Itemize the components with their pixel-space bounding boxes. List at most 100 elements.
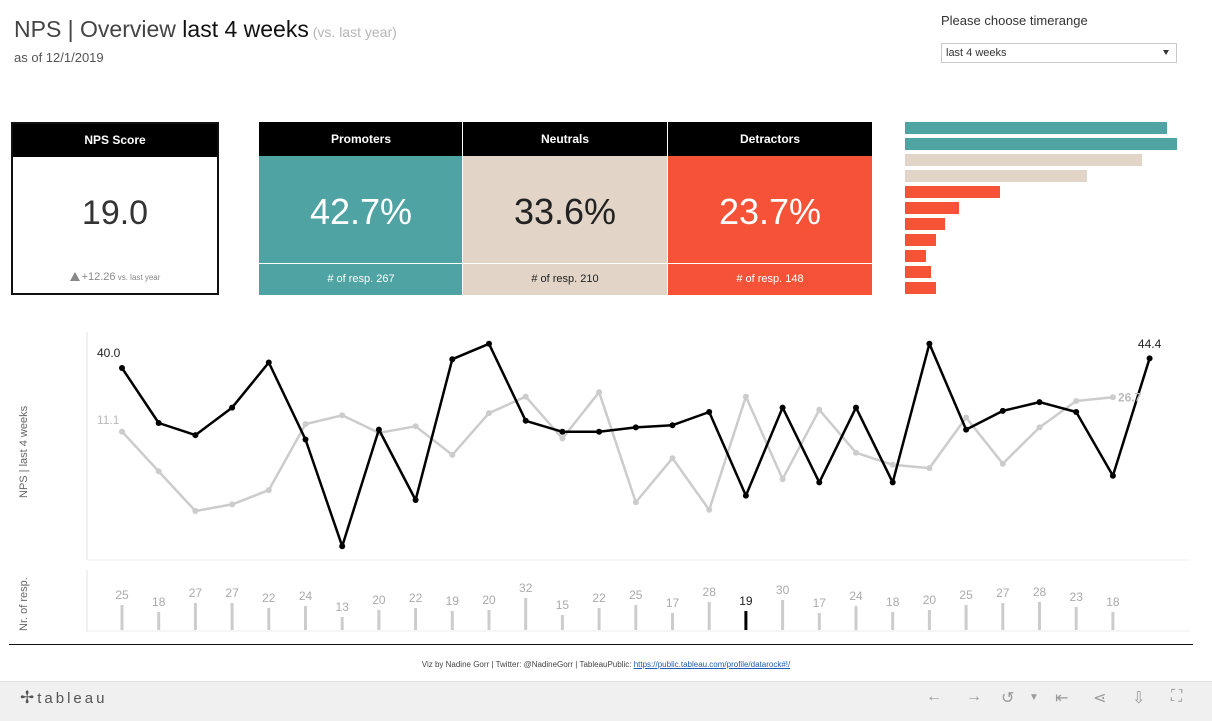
score-bar[interactable] — [905, 266, 931, 278]
current-point — [449, 356, 456, 363]
promoters-card[interactable]: Promoters 42.7% # of resp. 267 — [259, 122, 463, 295]
divider — [667, 122, 668, 295]
promoters-title: Promoters — [259, 122, 463, 156]
current-point — [1146, 355, 1153, 362]
current-point — [375, 426, 382, 433]
fullscreen-icon[interactable]: ⛶ — [1171, 688, 1183, 705]
score-bar[interactable] — [905, 234, 936, 246]
tableau-wordmark: tableau — [37, 690, 108, 707]
detractors-title: Detractors — [668, 122, 872, 156]
detractors-value: 23.7% — [668, 156, 872, 263]
responses-axis-label: Nr. of resp. — [18, 577, 30, 631]
tableau-logo[interactable]: ✢ tableau — [20, 688, 107, 708]
current-point — [339, 543, 346, 550]
neutrals-card[interactable]: Neutrals 33.6% # of resp. 210 — [463, 122, 667, 295]
last-year-point — [742, 393, 749, 400]
response-count-label: 32 — [519, 581, 533, 595]
undo-icon[interactable]: ← — [926, 688, 942, 705]
detractors-card[interactable]: Detractors 23.7% # of resp. 148 — [668, 122, 872, 295]
response-count-label: 18 — [1106, 595, 1120, 609]
response-count-label: 24 — [299, 589, 313, 603]
last-year-point — [779, 476, 786, 483]
nps-score-title: NPS Score — [13, 124, 217, 157]
trend-chart: 40.0 11.1 44.4 26.7 25 18 27 27 22 24 13 20 22 19 20 32… — [86, 332, 1190, 632]
last-year-end-label: 26.7 — [1118, 390, 1142, 404]
score-bar[interactable] — [905, 250, 926, 262]
score-bar[interactable] — [905, 202, 959, 214]
last-year-point — [999, 460, 1006, 467]
current-point — [742, 492, 749, 499]
current-start-label: 40.0 — [97, 346, 121, 360]
last-year-point — [596, 389, 603, 396]
current-point — [596, 428, 603, 435]
nps-delta-value: +12.26 — [81, 271, 116, 283]
last-year-start-label: 11.1 — [97, 413, 120, 427]
last-year-point — [229, 501, 236, 508]
redo-icon[interactable]: → — [966, 688, 982, 705]
page-title: NPS | Overview last 4 weeks (vs. last ye… — [14, 16, 397, 43]
nps-score-card[interactable]: NPS Score 19.0 +12.26 vs. last year — [11, 122, 219, 295]
response-count-label: 24 — [849, 589, 863, 603]
response-count-label: 25 — [629, 588, 643, 602]
pause-icon[interactable]: ⇤ — [1055, 690, 1069, 707]
response-count-label: 28 — [703, 585, 717, 599]
title-main: NPS | Overview — [14, 16, 183, 42]
score-bar[interactable] — [905, 186, 1000, 198]
current-point — [889, 479, 896, 486]
last-year-point — [449, 451, 456, 458]
response-count-label: 17 — [666, 596, 680, 610]
profile-link[interactable]: https://public.tableau.com/profile/datar… — [633, 660, 791, 669]
response-count-label: 13 — [336, 600, 350, 614]
share-icon[interactable]: ⋖ — [1093, 690, 1107, 707]
last-year-point — [192, 508, 199, 514]
response-count-label: 22 — [409, 591, 423, 605]
score-bar[interactable] — [905, 170, 1087, 182]
response-count-label: 15 — [556, 598, 570, 612]
response-count-label: 27 — [996, 586, 1010, 600]
score-bar[interactable] — [905, 218, 945, 230]
score-bar[interactable] — [905, 122, 1167, 134]
timerange-label: Please choose timerange — [941, 13, 1088, 28]
current-point — [559, 428, 566, 435]
current-point — [522, 417, 529, 424]
revert-icon[interactable]: ↺ — [1001, 690, 1015, 707]
response-count-label: 20 — [482, 593, 496, 607]
response-count-label: 27 — [225, 586, 239, 600]
last-year-point — [119, 428, 125, 435]
current-point — [486, 340, 492, 347]
title-range: last 4 weeks — [182, 16, 309, 42]
current-point — [119, 365, 125, 371]
current-point — [1109, 472, 1116, 479]
response-count-label: 19 — [446, 594, 460, 608]
current-point — [853, 404, 859, 411]
title-compare: (vs. last year) — [308, 24, 397, 40]
score-bar[interactable] — [905, 282, 936, 294]
up-triangle-icon — [69, 272, 80, 281]
current-point — [192, 432, 199, 439]
chevron-down-icon[interactable]: ▼ — [1029, 692, 1039, 703]
score-bar[interactable] — [905, 154, 1142, 166]
response-count-label: 25 — [959, 588, 973, 602]
timerange-select[interactable]: last 4 weeks — [941, 43, 1177, 63]
current-point — [999, 407, 1006, 414]
neutrals-title: Neutrals — [463, 122, 667, 156]
last-year-point — [853, 449, 859, 456]
last-year-point — [926, 465, 933, 472]
current-point — [779, 404, 786, 411]
download-icon[interactable]: ⇩ — [1132, 690, 1146, 707]
last-year-point — [302, 421, 309, 428]
last-year-point — [669, 455, 676, 462]
current-point — [669, 422, 676, 429]
score-bar[interactable] — [905, 138, 1177, 150]
nps-delta: +12.26 vs. last year — [13, 271, 217, 283]
credit-text: Viz by Nadine Gorr | Twitter: @NadineGor… — [421, 660, 634, 669]
trend-chart-area: 40.0 11.1 44.4 26.7 25 18 27 27 22 24 13 20 22 19 20 32… — [0, 320, 1212, 640]
last-year-point — [963, 414, 970, 421]
response-count-label: 19 — [739, 594, 753, 608]
nps-delta-suffix: vs. last year — [115, 273, 161, 282]
last-year-point — [889, 461, 896, 468]
last-year-point — [155, 468, 162, 475]
last-year-point — [486, 410, 492, 417]
response-count-label: 17 — [813, 596, 827, 610]
